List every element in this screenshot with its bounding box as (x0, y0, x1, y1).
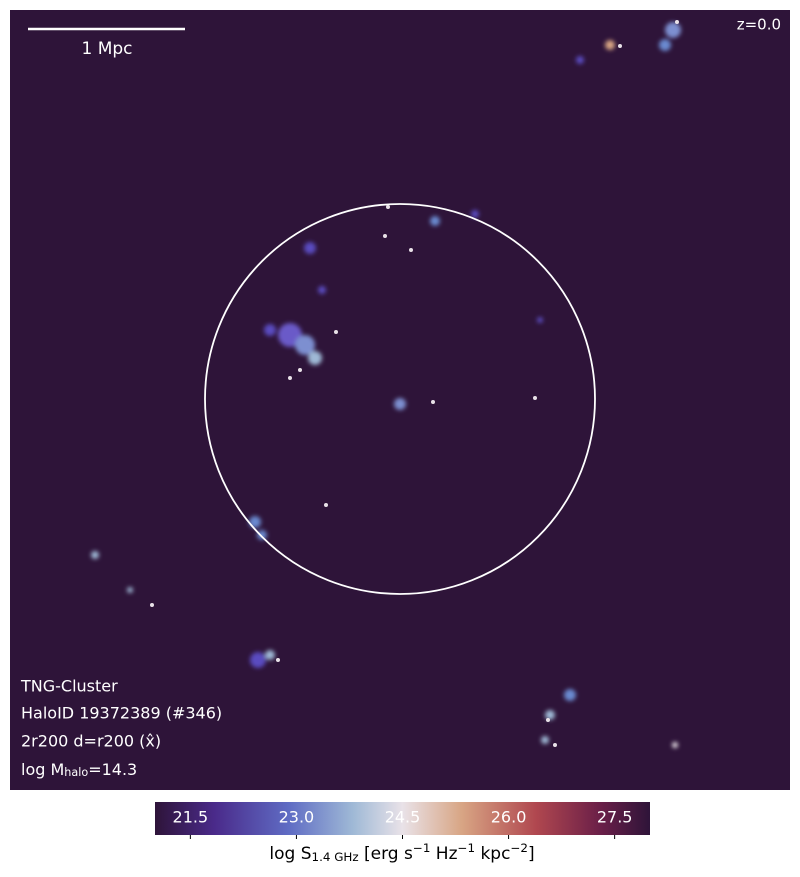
info-line: TNG-Cluster (20, 677, 118, 696)
label-part: =14.3 (88, 760, 137, 779)
colorbar-tick-label: 27.5 (597, 808, 633, 827)
info-line: HaloID 19372389 (#346) (21, 704, 222, 723)
colorbar-tick-label: 21.5 (173, 808, 209, 827)
label-part: 1.4 GHz (312, 850, 359, 864)
colorbar (155, 802, 650, 835)
info-line: 2r200 d=r200 (x̂) (21, 732, 161, 751)
scale-label: 1 Mpc (81, 39, 132, 59)
label-part: halo (64, 766, 88, 779)
label-part: log M (21, 760, 64, 779)
colorbar-tick-label: 26.0 (491, 808, 527, 827)
emission (91, 22, 681, 748)
label-part: ] (528, 844, 535, 864)
info-line: log Mhalo=14.3 (21, 760, 137, 779)
label-part: −1 (458, 841, 476, 855)
colorbar-tick-label: 23.0 (279, 808, 315, 827)
colorbar-tick-label: 24.5 (385, 808, 421, 827)
sources (150, 20, 679, 747)
r200-circle (204, 203, 596, 595)
label-part: log S (269, 844, 311, 864)
label-part: Hz (430, 844, 457, 864)
colorbar-label: log S1.4 GHz [erg s−1 Hz−1 kpc−2] (269, 841, 534, 864)
label-part: kpc (475, 844, 510, 864)
label-part: −1 (413, 841, 431, 855)
redshift: z=0.0 (737, 16, 781, 34)
label-part: [erg s (359, 844, 413, 864)
label-part: −2 (510, 841, 528, 855)
